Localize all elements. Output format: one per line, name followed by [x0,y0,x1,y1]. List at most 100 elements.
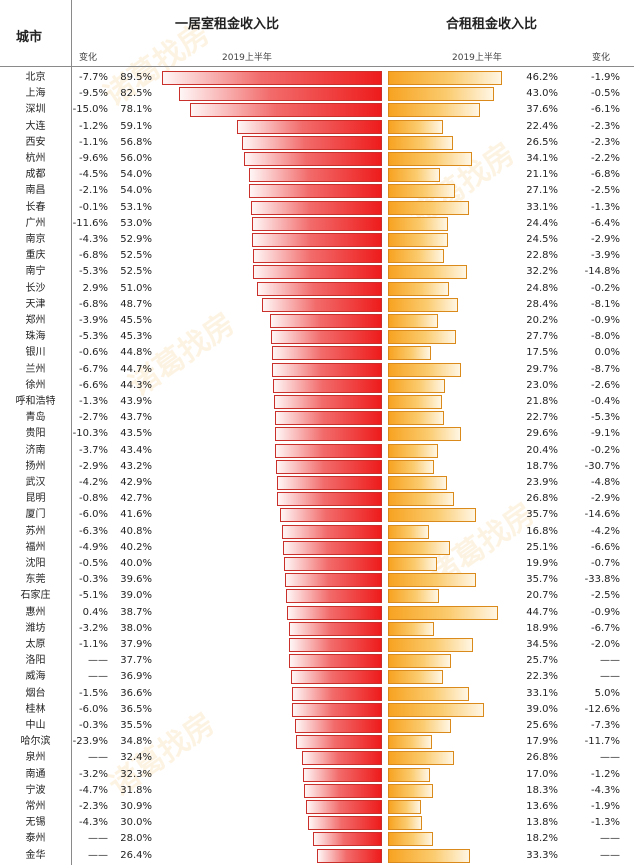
right-bar [388,540,450,555]
right-bar [388,265,468,280]
right-value-label: 26.8% [526,493,558,505]
city-label: 南京 [25,234,46,245]
grid-line-vertical [71,0,72,865]
right-value-label: 16.8% [526,525,558,537]
right-bar [388,152,472,166]
right-bar [388,816,422,831]
city-label: 大连 [25,120,46,132]
right-change-value: -30.7% [584,460,620,472]
right-bar [388,378,445,393]
city-label: 西安 [25,136,46,148]
left-change-value: -0.3% [78,720,108,731]
left-value-label: 54.0% [120,185,152,197]
right-value-label: 46.2% [526,72,558,83]
right-bar [388,184,455,199]
right-value-label: 43.0% [526,88,558,100]
left-bar [289,654,382,669]
right-change-value: -1.9% [590,801,620,812]
right-change-value: -1.3% [590,201,620,213]
left-bar [283,540,382,555]
left-bar [281,524,382,539]
left-bar [251,200,382,215]
city-label: 呼和浩特 [15,396,56,407]
left-change-value: -4.7% [78,784,108,796]
right-change-value: -1.9% [590,72,620,83]
left-change-value: —— [88,655,108,667]
right-bar [388,71,502,85]
left-bar [249,184,382,199]
right-bar [388,233,449,247]
right-change-value: -8.0% [590,331,620,343]
right-bar [388,524,430,539]
right-period-header: 2019上半年 [452,53,502,63]
right-bar [388,119,444,134]
left-change-value: -6.7% [78,363,108,375]
right-change-value: 0.0% [594,347,620,359]
left-bar [313,832,382,847]
right-bar [388,103,481,118]
right-change-value: -3.9% [590,250,620,262]
left-bar [279,508,382,523]
right-bar [388,362,461,377]
city-label: 泰州 [25,833,46,845]
right-bar [388,654,452,669]
right-change-value: -8.7% [590,363,620,375]
left-value-label: 54.0% [120,169,152,181]
left-bar [317,848,382,863]
right-value-label: 35.7% [526,574,558,586]
right-bar [388,281,449,296]
city-label: 太原 [25,639,46,650]
city-label: 成都 [25,169,46,181]
right-change-value: -2.3% [590,120,620,132]
city-label: 福州 [25,541,46,553]
left-value-label: 82.5% [120,88,152,100]
left-bar [303,783,382,798]
right-value-label: 21.8% [526,396,558,407]
left-bar [292,702,382,717]
left-value-label: 51.0% [120,282,152,294]
city-label: 徐州 [25,379,46,391]
left-change-value: -1.5% [78,687,108,699]
left-bar [308,816,382,831]
left-value-label: 43.4% [120,444,152,456]
right-value-label: 23.9% [526,477,558,488]
right-change-value: -6.8% [590,169,620,181]
right-bar [388,767,430,782]
city-label: 桂林 [25,703,46,715]
right-value-label: 25.7% [526,655,558,667]
right-value-label: 18.9% [526,622,558,634]
right-change-value: -6.4% [590,217,620,229]
city-label: 珠海 [25,331,46,343]
left-change-value: -0.1% [78,201,108,213]
right-change-value: -1.3% [590,817,620,829]
right-value-label: 17.9% [526,736,558,748]
left-change-value: -9.6% [78,153,108,164]
right-change-value: -7.3% [590,720,620,731]
right-bar [388,573,476,588]
left-bar [162,71,382,85]
right-value-label: 32.2% [526,266,558,278]
left-value-label: 28.0% [120,833,152,845]
left-change-value: -1.2% [78,120,108,132]
right-change-value: -1.2% [590,768,620,780]
left-change-value: -6.6% [78,379,108,391]
city-label: 扬州 [25,460,46,472]
city-label: 南通 [25,768,46,780]
right-value-label: 37.6% [526,104,558,116]
right-change-value: —— [600,849,620,861]
left-change-value: -1.3% [78,396,108,407]
right-change-value: -2.5% [590,185,620,197]
left-bar [302,767,382,782]
city-label: 洛阳 [25,655,46,667]
left-bar [270,314,382,328]
city-label: 青岛 [25,412,46,424]
city-label: 长沙 [25,282,46,294]
right-value-label: 18.7% [526,460,558,472]
right-change-value: —— [600,671,620,683]
city-label: 宁波 [25,784,46,796]
left-change-value: -10.3% [72,428,108,440]
right-value-label: 28.4% [526,298,558,310]
right-change-value: -6.7% [590,622,620,634]
left-change-value: -5.3% [78,266,108,278]
